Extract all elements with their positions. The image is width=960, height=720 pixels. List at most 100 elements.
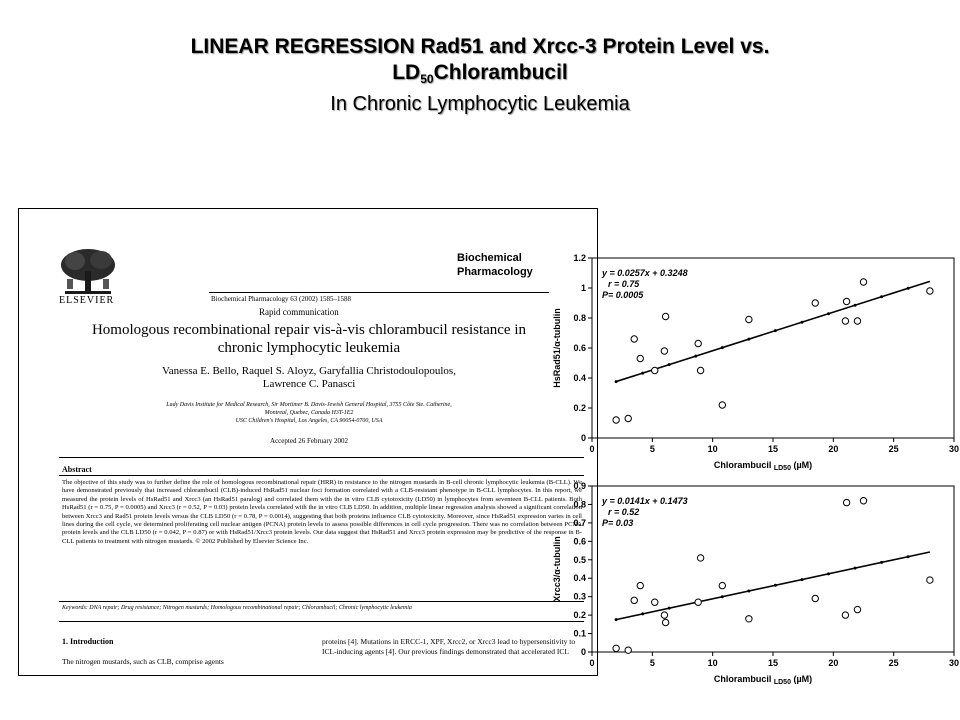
chart1-fit-marker xyxy=(614,380,618,384)
chart1-data-point xyxy=(853,317,862,325)
chart1-fit-marker xyxy=(667,363,671,367)
chart2-ytick-label: 0.3 xyxy=(573,592,586,602)
chart2-xtick-label: 20 xyxy=(828,658,838,668)
chart2-xlabel-sub: LD50 xyxy=(774,679,791,686)
chart2-xlabel-main: Chlorambucil xyxy=(714,674,774,684)
keywords-rule xyxy=(59,601,584,602)
chart1-xtick-label: 20 xyxy=(828,444,838,454)
chart2-ytick-label: 0.1 xyxy=(573,629,586,639)
chart2-fit-marker xyxy=(614,618,618,622)
chart2-data-point xyxy=(696,554,705,562)
chart1-ytick-label: 0 xyxy=(581,433,586,443)
paper-snapshot: ELSEVIER Biochemical Pharmacology Bioche… xyxy=(18,208,598,676)
section-type: Rapid communication xyxy=(259,307,339,317)
chart1-data-point xyxy=(630,335,638,343)
chart1-equation: y = 0.0257x + 0.3248 xyxy=(601,268,688,278)
chart2-p-value: P= 0.03 xyxy=(602,518,633,528)
chart1-ytick-label: 0.8 xyxy=(573,313,586,323)
chart2-r-value: r = 0.52 xyxy=(608,507,639,517)
chart2-fit-marker xyxy=(880,560,884,564)
chart2-ytick-label: 0.9 xyxy=(573,481,586,491)
abstract-text: The objective of this study was to furth… xyxy=(62,479,582,545)
chart2-xtick-label: 15 xyxy=(768,658,778,668)
chart1-ytick-label: 0.2 xyxy=(573,403,586,413)
chart1-data-point xyxy=(718,401,727,409)
chart1-data-point xyxy=(651,366,659,375)
chart2-fit-marker xyxy=(667,606,671,610)
rad51-scatter-svg: 0 0.2 0.4 0.6 0.8 1 1.2 0 5 10 15 20 25 30 y = 0.0257x… xyxy=(552,253,959,472)
chart2-xtick-label: 30 xyxy=(949,658,959,668)
chart1-xtick-label: 15 xyxy=(768,444,778,454)
chart1-ytick-label: 0.6 xyxy=(573,343,586,353)
chart1-xlabel-unit: (µM) xyxy=(791,460,812,470)
accepted-date: Accepted 26 February 2002 xyxy=(270,437,348,445)
chart2-data-point xyxy=(926,576,934,584)
abstract-head-rule xyxy=(59,475,584,476)
title-line-2: LD50Chlorambucil xyxy=(60,60,900,92)
chart2-fit-marker xyxy=(747,589,751,593)
chart2-data-point xyxy=(661,618,670,627)
intro-left-column: The nitrogen mustards, such as CLB, comp… xyxy=(62,657,224,666)
chart1-data-point xyxy=(661,312,670,321)
chart1-xlabel-sub: LD50 xyxy=(774,465,791,472)
chart1-fit-marker xyxy=(641,371,645,375)
intro-heading: 1. Introduction xyxy=(62,637,114,646)
chart2-data-point xyxy=(718,581,727,590)
chart1-fit-marker xyxy=(720,346,724,350)
title-ld: LD xyxy=(392,61,421,84)
chart2-ytick-label: 0 xyxy=(581,647,586,657)
chart2-data-point xyxy=(859,497,868,505)
chart2-data-point xyxy=(660,611,669,619)
chart2-fit-marker xyxy=(641,612,645,616)
chart1-data-point xyxy=(859,278,868,286)
chart2-fit-marker xyxy=(720,595,724,599)
chart1-p-value: P= 0.0005 xyxy=(602,290,644,300)
chart2-xtick-label: 5 xyxy=(650,658,655,668)
chart2-xtick-label: 10 xyxy=(708,658,718,668)
authors: Vanessa E. Bello, Raquel S. Aloyz, Garyf… xyxy=(79,365,539,391)
chart2-data-point xyxy=(745,615,753,623)
chart1-data-point xyxy=(636,354,644,363)
chart1-data-point xyxy=(745,315,753,324)
chart2-data-point xyxy=(630,596,638,605)
chart2-data-point xyxy=(841,611,850,619)
authors-line-1: Vanessa E. Bello, Raquel S. Aloyz, Garyf… xyxy=(162,365,456,377)
chart2-ytick-label: 0.8 xyxy=(573,499,586,509)
affiliation-3: USC Children's Hospital, Los Angeles, CA… xyxy=(235,418,383,424)
chart1-fit-marker xyxy=(880,295,884,299)
chart1-data-point xyxy=(841,317,850,325)
chart2-fit-marker xyxy=(800,578,804,582)
abstract-heading: Abstract xyxy=(62,465,92,474)
header-rule xyxy=(209,292,549,293)
journal-line-2: Pharmacology xyxy=(457,266,533,278)
affiliations: Lady Davis Institute for Medical Researc… xyxy=(79,401,539,425)
authors-line-2: Lawrence C. Panasci xyxy=(262,378,356,390)
chart1-xtick-label: 0 xyxy=(589,444,594,454)
journal-name: Biochemical Pharmacology xyxy=(457,251,533,279)
chart2-data-point xyxy=(811,594,819,603)
chart2-fit-marker xyxy=(906,555,910,559)
elsevier-tree-logo xyxy=(57,247,119,297)
chart1-data-point xyxy=(624,414,632,423)
chart2-data-point xyxy=(842,498,851,507)
intro-right-column: proteins [4]. Mutations in ERCC-1, XPF, … xyxy=(322,637,576,656)
affiliation-2: Montreal, Quebec, Canada H3T-1E2 xyxy=(264,410,354,416)
chart1-xtick-label: 5 xyxy=(650,444,655,454)
xrcc3-scatter-chart: 0 0.1 0.2 0.3 0.4 0.5 0.6 0.7 0.8 0.9 0 5 10 15 20 25 30… xyxy=(548,476,960,708)
slide-subtitle: In Chronic Lymphocytic Leukemia xyxy=(330,93,630,115)
journal-line-1: Biochemical xyxy=(457,252,522,264)
chart2-data-point xyxy=(624,646,632,654)
title-line-1: LINEAR REGRESSION Rad51 and Xrcc-3 Prote… xyxy=(190,35,770,58)
chart1-fit-marker xyxy=(853,303,857,307)
chart2-plot-frame xyxy=(591,485,955,653)
chart1-data-point xyxy=(926,287,934,295)
slide-title: LINEAR REGRESSION Rad51 and Xrcc-3 Prote… xyxy=(60,34,900,116)
chart1-fit-marker xyxy=(906,286,910,290)
chart2-equation: y = 0.0141x + 0.1473 xyxy=(601,496,688,506)
chart1-fit-marker xyxy=(827,312,831,316)
chart2-ytick-label: 0.4 xyxy=(573,573,586,583)
title-ld-sub: 50 xyxy=(420,72,434,86)
chart2-xtick-label: 25 xyxy=(889,658,899,668)
chart1-fit-marker xyxy=(773,329,777,333)
chart1-ytick-label: 1.2 xyxy=(573,253,586,263)
